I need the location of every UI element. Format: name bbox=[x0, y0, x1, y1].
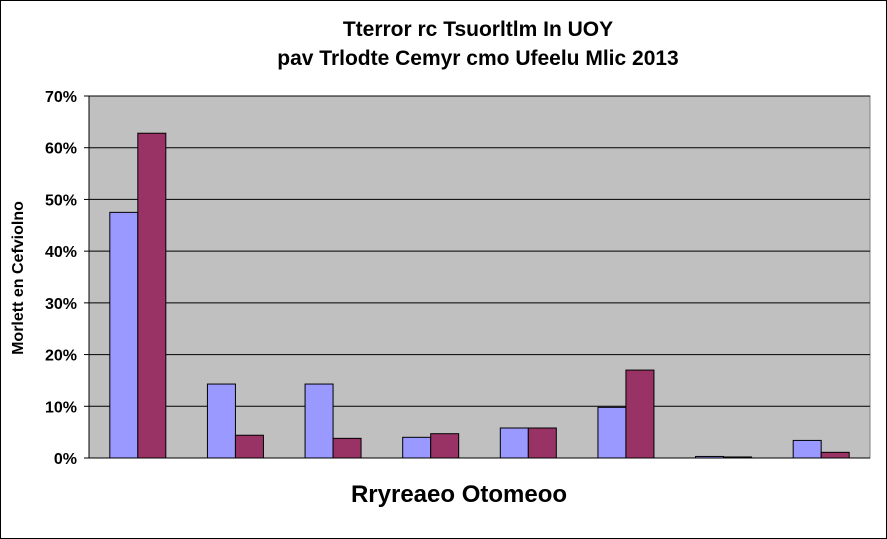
y-tick-label: 60% bbox=[45, 141, 77, 158]
y-tick-label: 10% bbox=[45, 399, 77, 416]
axes bbox=[88, 96, 870, 459]
x-axis-label: Rryreaeo Otomeoo bbox=[351, 481, 567, 508]
y-tick-label: 70% bbox=[45, 89, 77, 106]
chart-title-line-1: Tterror rc Tsuorltlm In UOY bbox=[343, 18, 613, 41]
y-tick-label: 0% bbox=[54, 451, 77, 468]
bar-series-2-category-8 bbox=[820, 451, 850, 459]
bar-series-1-category-8 bbox=[792, 439, 822, 459]
bars bbox=[109, 132, 850, 459]
bar-series-1-category-5 bbox=[499, 427, 529, 459]
bar-series-2-category-2 bbox=[234, 434, 264, 459]
bar-series-1-category-2 bbox=[206, 383, 236, 459]
bar-series-1-category-6 bbox=[597, 406, 627, 459]
bar-series-2-category-3 bbox=[332, 437, 362, 459]
bar-series-2-category-5 bbox=[527, 427, 557, 459]
chart-title-line-2: pav Trlodte Cemyr cmo Ufeelu Mlic 2013 bbox=[277, 47, 678, 70]
y-tick-label: 40% bbox=[45, 244, 77, 261]
y-axis-ticks: 0% 10% 20% 30% 40% 50% 60% 70% bbox=[45, 89, 89, 468]
plot-area bbox=[88, 95, 871, 459]
y-axis-label: Morlett en Cefviolno bbox=[10, 201, 27, 355]
bar-series-2-category-1 bbox=[137, 132, 167, 459]
y-tick-label: 20% bbox=[45, 348, 77, 365]
bar-series-1-category-1 bbox=[109, 211, 139, 459]
bar-series-1-category-4 bbox=[402, 436, 432, 459]
y-tick-label: 50% bbox=[45, 192, 77, 209]
bar-series-2-category-6 bbox=[625, 369, 655, 459]
bar-series-2-category-4 bbox=[430, 433, 460, 459]
y-tick-label: 30% bbox=[45, 296, 77, 313]
bar-series-1-category-3 bbox=[304, 383, 334, 459]
